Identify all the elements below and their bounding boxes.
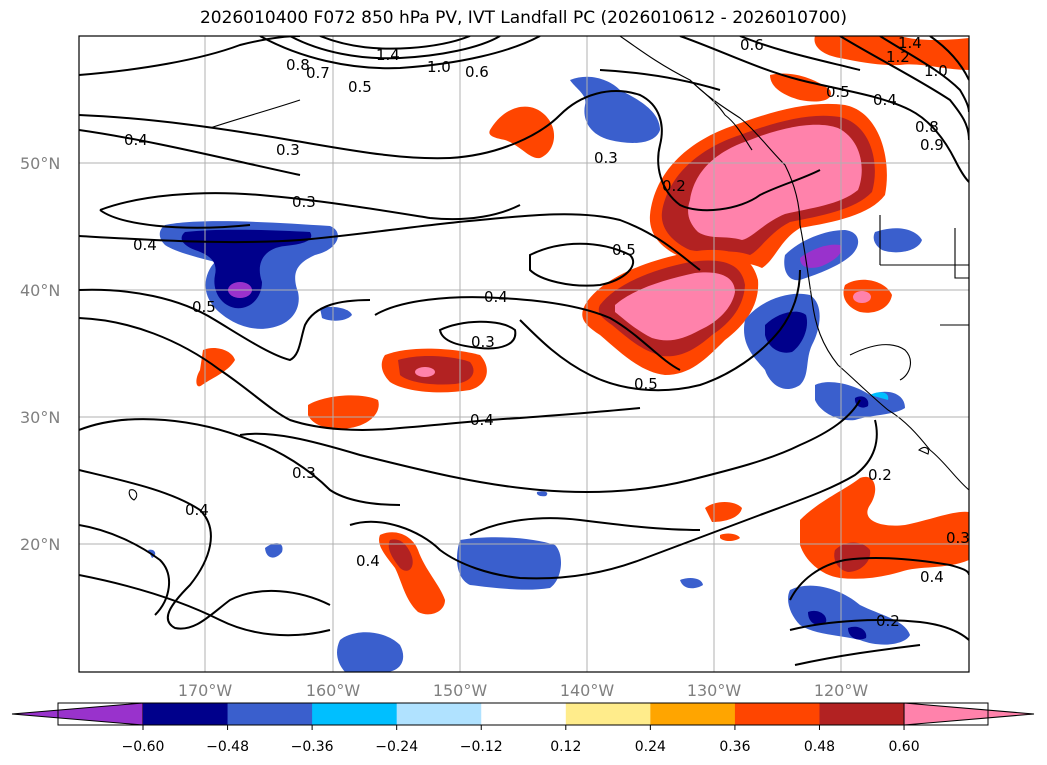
lat-label: 20°N [20, 535, 60, 554]
colorbar-tick-label: −0.36 [291, 739, 334, 755]
contour-label: 1.0 [924, 62, 948, 80]
positive-anomaly-30n [308, 395, 379, 430]
colorbar-cell [734, 703, 820, 725]
contour-label: 0.3 [594, 149, 618, 167]
longitude-labels: 170°W 160°W 150°W 140°W 130°W 120°W [178, 681, 869, 700]
contour-label: 0.4 [920, 568, 944, 586]
contour-label: 0.4 [356, 552, 380, 570]
lon-label: 120°W [814, 681, 869, 700]
ivt-contours [79, 36, 969, 666]
contour-label: 0.7 [306, 64, 330, 82]
negative-anomaly-20n [457, 537, 562, 590]
contour-label: 0.5 [192, 298, 216, 316]
contour-label: 0.2 [876, 612, 900, 630]
lon-label: 160°W [306, 681, 361, 700]
colorbar-tick-label: 0.12 [550, 739, 581, 755]
contour-label: 0.4 [470, 411, 494, 429]
colorbar-cell [819, 703, 905, 725]
colorbar-tick-label: −0.24 [375, 739, 418, 755]
contour-label: 0.6 [740, 36, 764, 54]
colorbar-tick-label: −0.48 [206, 739, 249, 755]
colorbar-cell [227, 703, 313, 725]
contour-label: 0.2 [662, 177, 686, 195]
positive-anomaly-52n [489, 106, 555, 159]
contour-label: 1.0 [427, 58, 451, 76]
lon-label: 150°W [433, 681, 488, 700]
contour-label: 0.3 [471, 333, 495, 351]
contour-label: 0.3 [292, 193, 316, 211]
contour-label: 0.4 [185, 501, 209, 519]
contour-label: 0.4 [873, 91, 897, 109]
negative-anomaly-north [570, 76, 660, 143]
colorbar-cell [143, 703, 229, 725]
contour-label: 0.3 [276, 141, 300, 159]
colorbar-tick-label: −0.12 [460, 739, 503, 755]
colorbar-cells [11, 702, 1035, 726]
contour-label: 1.2 [886, 48, 910, 66]
colorbar-cell [565, 703, 651, 725]
contour-label: 1.4 [376, 46, 400, 64]
colorbar-tick-label: −0.60 [122, 739, 165, 755]
contour-label: 0.4 [484, 288, 508, 306]
colorbar-cell [396, 703, 482, 725]
lat-label: 50°N [20, 154, 60, 173]
coastlines [128, 36, 969, 501]
lat-label: 30°N [20, 408, 60, 427]
colorbar-tick-label: 0.48 [804, 739, 835, 755]
contour-label: 0.2 [868, 466, 892, 484]
contour-label: 0.4 [124, 131, 148, 149]
lon-label: 140°W [560, 681, 615, 700]
map-title: 2026010400 F072 850 hPa PV, IVT Landfall… [199, 8, 847, 28]
colorbar-cell [650, 703, 736, 725]
contour-label: 0.9 [920, 136, 944, 154]
contour-label: 0.6 [465, 63, 489, 81]
contour-labels: 1.4 1.0 0.6 0.8 0.7 0.5 1.4 1.2 1.0 0.5 … [124, 34, 970, 630]
colorbar-extend-high [903, 702, 1035, 726]
contour-label: 1.4 [898, 34, 922, 52]
contour-label: 0.8 [915, 118, 939, 136]
map-frame [78, 35, 970, 673]
colorbar-tick-label: 0.60 [888, 739, 919, 755]
contour-label: 0.4 [133, 236, 157, 254]
colorbar-tick-labels: −0.60 −0.48 −0.36 −0.24 −0.12 0.12 0.24 … [122, 739, 920, 755]
contour-label: 0.8 [286, 56, 310, 74]
lon-label: 170°W [178, 681, 233, 700]
latitude-labels: 50°N 40°N 30°N 20°N [20, 154, 60, 554]
colorbar-cell [481, 703, 567, 725]
contour-label: 0.5 [826, 83, 850, 101]
colorbar-tick-label: 0.24 [635, 739, 666, 755]
colorbar: −0.60 −0.48 −0.36 −0.24 −0.12 0.12 0.24 … [11, 702, 1035, 755]
colorbar-tick-label: 0.36 [719, 739, 750, 755]
gridlines [79, 36, 969, 672]
contour-label: 0.3 [292, 464, 316, 482]
colorbar-cell [312, 703, 398, 725]
lon-label: 130°W [687, 681, 742, 700]
contour-label: 0.3 [946, 529, 970, 547]
contour-label: 0.5 [348, 78, 372, 96]
contour-label: 0.5 [612, 241, 636, 259]
colorbar-extend-low [11, 702, 144, 726]
colorbar-ticks [142, 725, 905, 730]
lat-label: 40°N [20, 281, 60, 300]
contour-label: 0.5 [634, 375, 658, 393]
